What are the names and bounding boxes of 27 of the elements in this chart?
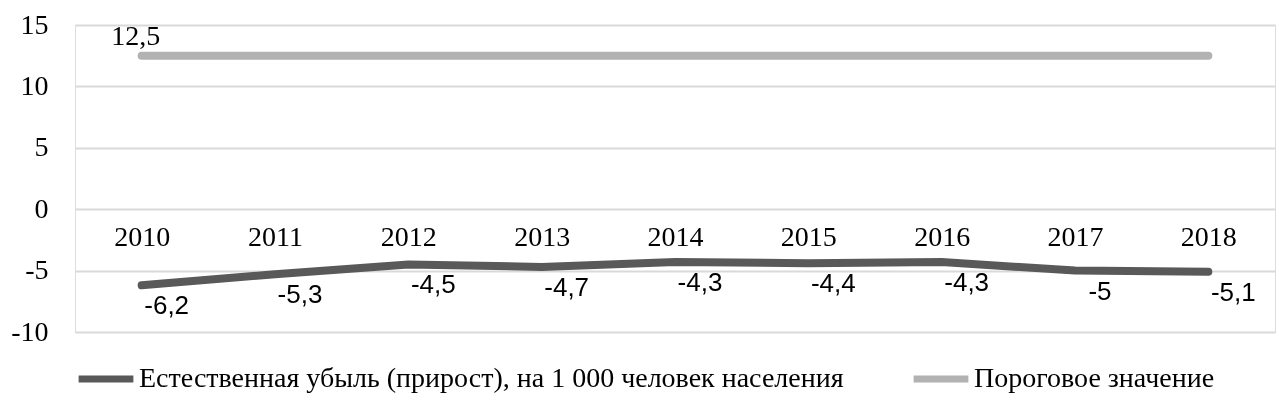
- data-label: -4,7: [544, 271, 590, 302]
- data-label: -5,1: [1210, 276, 1256, 307]
- x-tick-label: 2018: [1180, 220, 1237, 252]
- data-label: -4,4: [810, 268, 856, 299]
- legend-label: Естественная убыль (прирост), на 1 000 человек населения: [139, 362, 844, 393]
- y-tick-label: 5: [34, 131, 49, 163]
- x-tick-label: 2014: [647, 220, 704, 252]
- y-tick-label: 0: [34, 192, 49, 224]
- data-label: -6,2: [144, 290, 190, 321]
- x-tick-label: 2012: [380, 220, 437, 252]
- data-label: -5,3: [277, 279, 323, 310]
- data-label: -4,5: [410, 269, 456, 300]
- x-tick-label: 2016: [914, 220, 971, 252]
- y-tick-label: 15: [20, 8, 49, 40]
- x-tick-label: 2010: [114, 220, 171, 252]
- y-tick-label: -10: [11, 315, 49, 347]
- y-tick-label: -5: [25, 254, 49, 286]
- x-tick-label: 2015: [780, 220, 837, 252]
- data-label: -4,3: [677, 267, 723, 297]
- data-label: 12,5: [111, 19, 161, 51]
- x-tick-label: 2011: [248, 220, 303, 252]
- x-tick-label: 2017: [1047, 220, 1104, 252]
- data-label: -4,3: [944, 267, 990, 297]
- y-tick-label: 10: [20, 69, 49, 101]
- data-label: -5: [1088, 275, 1112, 306]
- legend-label: Пороговое значение: [974, 362, 1215, 393]
- x-tick-label: 2013: [514, 220, 571, 252]
